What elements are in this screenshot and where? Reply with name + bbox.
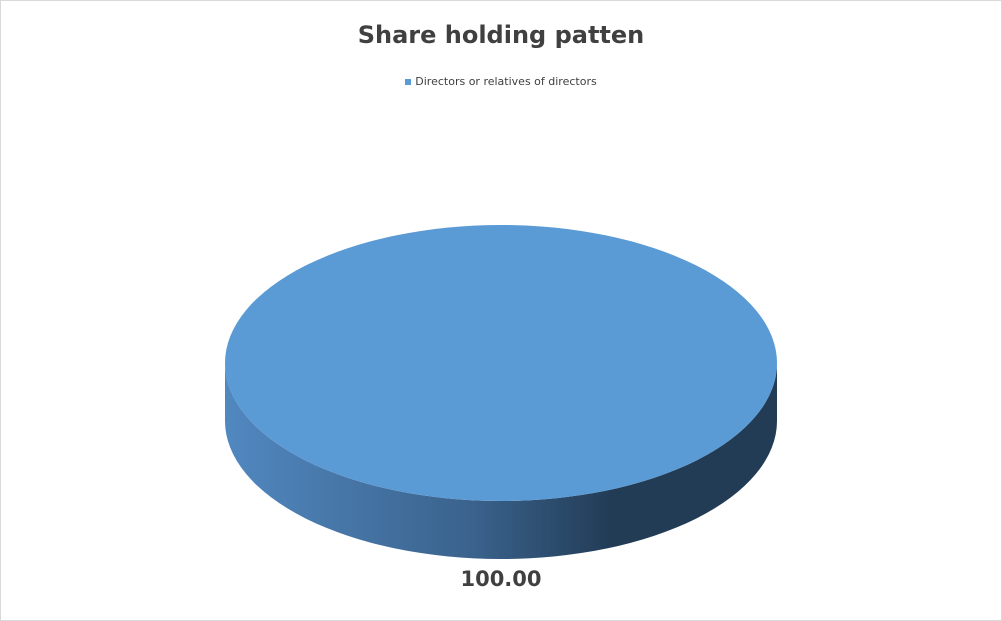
chart-title: Share holding patten — [357, 21, 645, 49]
pie-slice — [225, 225, 777, 501]
legend-swatch — [405, 79, 412, 85]
legend: Directors or relatives of directors — [1, 75, 1001, 88]
data-label: 100.00 — [460, 567, 542, 591]
pie-slice-side — [225, 363, 777, 559]
legend-entry: Directors or relatives of directors — [415, 75, 597, 88]
